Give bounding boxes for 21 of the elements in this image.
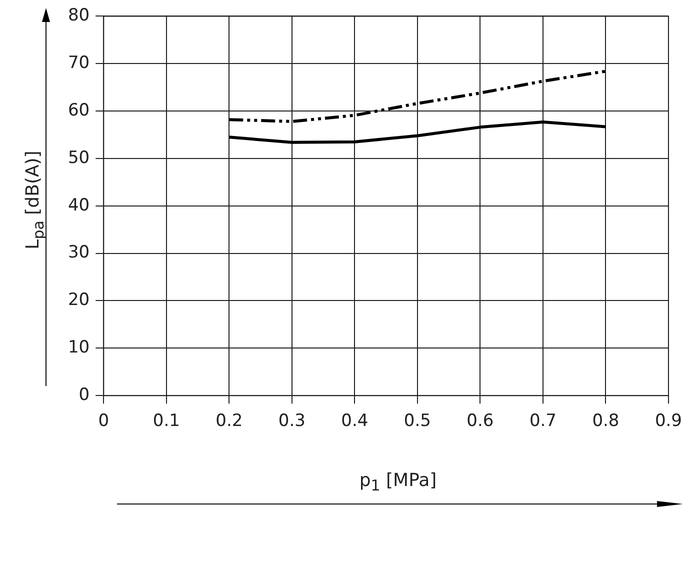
y-tick-label: 0 <box>78 385 90 406</box>
x-tick-label: 0 <box>98 411 110 432</box>
y-tick-label: 50 <box>68 148 90 168</box>
line-series <box>228 70 608 123</box>
y-tick-label: 70 <box>68 53 90 74</box>
y-tick-label: 10 <box>68 338 90 358</box>
y-tick-label: 40 <box>68 195 90 216</box>
y-tick-label: 60 <box>68 100 90 120</box>
y-tick-label: 80 <box>68 6 90 26</box>
x-tick-label: 0.2 <box>216 411 243 432</box>
y-tick-label: 20 <box>68 290 90 310</box>
x-tick-label: 0.9 <box>654 411 682 432</box>
y-tick-label: 30 <box>68 242 90 263</box>
x-tick-label: 0.1 <box>152 411 180 432</box>
x-tick-label: 0.5 <box>404 411 431 432</box>
x-axis-title: p$_{1}$ [MPa] <box>359 470 437 495</box>
x-tick-label: 0.7 <box>529 411 556 432</box>
x-tick-label: 0.3 <box>278 411 306 432</box>
x-tick-label: 0.8 <box>592 411 620 432</box>
x-tick-label: 0.4 <box>341 411 368 432</box>
x-tick-label: 0.6 <box>466 411 494 432</box>
